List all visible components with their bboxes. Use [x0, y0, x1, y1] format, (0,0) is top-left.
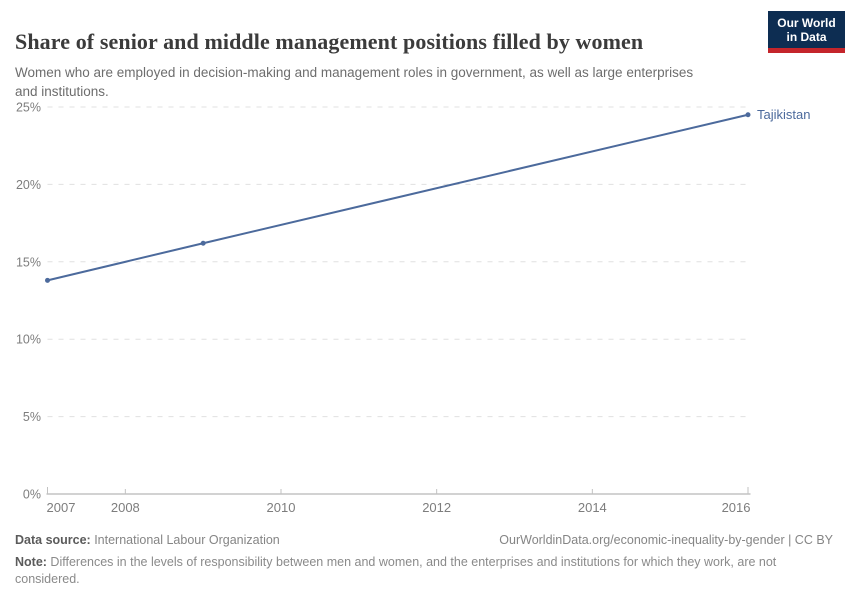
data-point-marker[interactable]	[200, 240, 206, 246]
owid-url-link[interactable]: OurWorldinData.org/economic-inequality-b…	[499, 533, 833, 547]
data-point-marker[interactable]	[745, 112, 751, 118]
page-subtitle: Women who are employed in decision-makin…	[15, 64, 694, 99]
y-axis-tick-label: 10%	[16, 333, 41, 347]
owid-logo-line1: Our World	[777, 15, 836, 30]
data-source-value: International Labour Organization	[90, 533, 280, 547]
y-axis-tick-label: 5%	[23, 410, 41, 424]
owid-logo[interactable]: Our World in Data	[768, 11, 845, 53]
data-source-text: Data source: International Labour Organi…	[15, 532, 280, 549]
owid-logo-line2: in Data	[786, 29, 827, 44]
y-axis-tick-label: 15%	[16, 255, 41, 269]
y-axis-tick-label: 20%	[16, 178, 41, 192]
note-label: Note:	[15, 555, 47, 569]
x-axis-tick-label: 2012	[422, 500, 451, 515]
y-axis-tick-label: 0%	[23, 488, 41, 502]
x-axis-tick-label: 2014	[578, 500, 607, 515]
chart-footer: Data source: International Labour Organi…	[15, 532, 833, 588]
series-entity-label: Tajikistan	[757, 107, 810, 122]
page-title: Share of senior and middle management po…	[15, 28, 644, 54]
note-value: Differences in the levels of responsibil…	[15, 555, 777, 586]
data-line[interactable]	[46, 113, 749, 282]
x-axis-tick-label: 2016	[722, 500, 751, 515]
x-axis-tick-label: 2010	[267, 500, 296, 515]
chart-note: Note: Differences in the levels of respo…	[15, 554, 833, 588]
data-source-label: Data source:	[15, 533, 91, 547]
y-axis-tick-label: 25%	[16, 101, 41, 115]
data-point-marker[interactable]	[45, 277, 50, 283]
x-axis-tick-label: 2008	[111, 500, 140, 515]
x-axis-tick-label: 2007	[47, 500, 76, 515]
